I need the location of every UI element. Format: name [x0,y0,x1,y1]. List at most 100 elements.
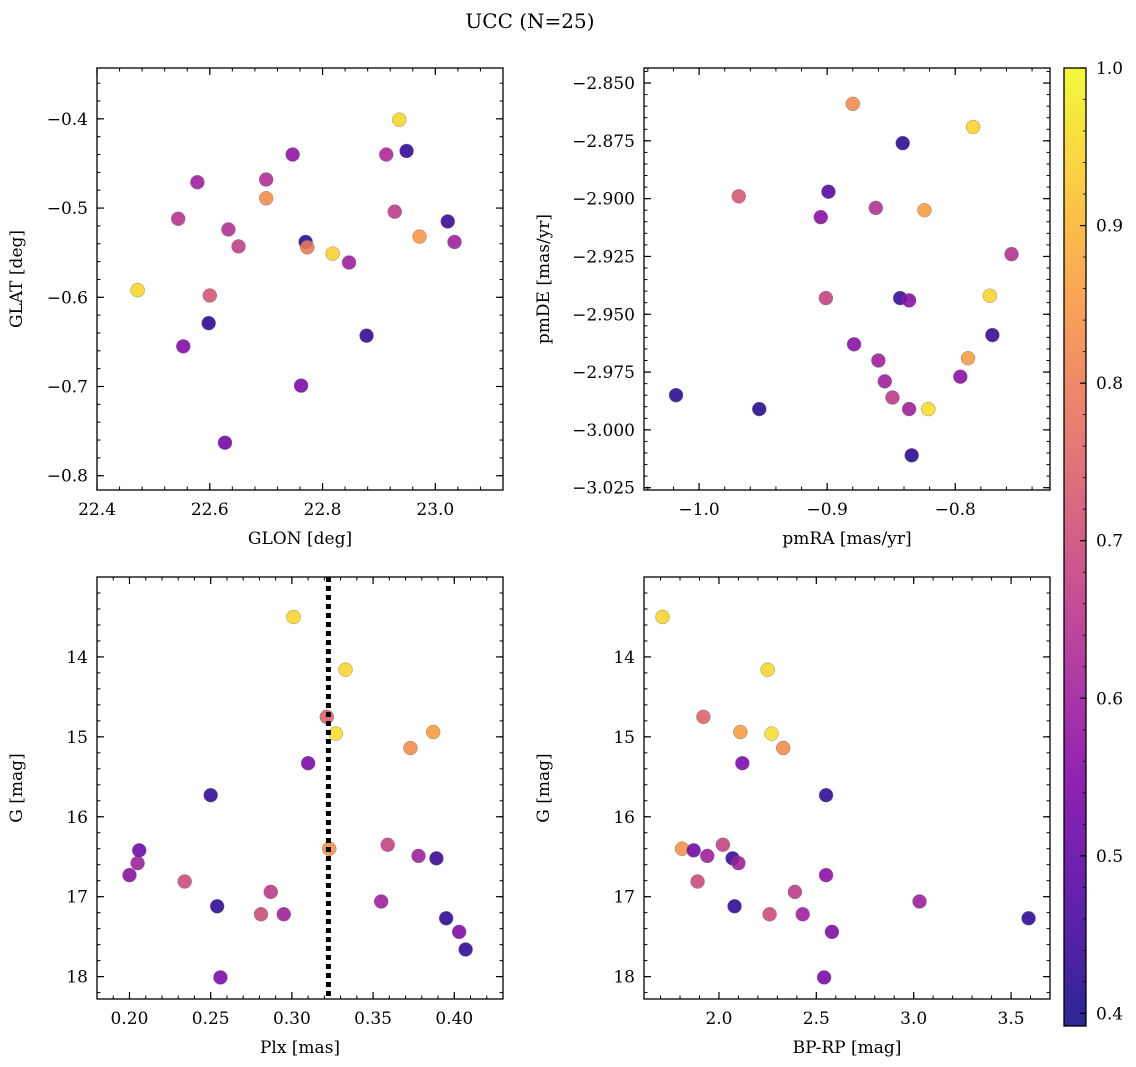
data-point [813,209,828,225]
x-tick-label: −0.8 [935,500,976,520]
data-point [359,328,374,343]
plot-frame [96,576,504,1000]
data-point [392,112,407,127]
x-tick-label: 0.30 [273,1009,311,1029]
data-point [960,350,976,366]
data-point [985,327,1000,343]
data-point [764,726,779,741]
colorbar-tick-label: 0.9 [1096,217,1123,237]
figure-title: UCC (N=25) [465,9,594,33]
data-point [438,911,454,926]
data-point [846,337,862,352]
data-point [818,867,834,883]
x-tick-label: 3.5 [998,1009,1025,1029]
data-point [286,609,301,625]
data-point [300,240,315,255]
data-point [122,867,137,883]
x-tick-label: −1.0 [678,500,719,520]
data-point [904,448,919,463]
data-point [700,848,715,864]
data-point [731,855,746,871]
data-point [733,724,748,740]
x-tick-label: 22.8 [304,500,342,520]
data-point [715,837,731,852]
data-point [429,851,444,866]
data-point [895,135,910,151]
data-point [425,724,441,740]
data-point [276,907,291,922]
data-point [921,401,936,417]
data-point [380,837,395,852]
x-tick-label: 22.6 [191,500,229,520]
data-point [412,229,427,244]
colorbar-tick-label: 0.6 [1096,689,1123,709]
data-point [760,662,775,677]
data-point [824,924,840,940]
data-point [868,200,884,216]
data-point [1004,246,1019,262]
data-point [752,401,767,417]
colorbar-tick-label: 0.5 [1096,847,1123,867]
data-point [130,282,145,298]
data-point [1021,911,1036,926]
data-point [917,203,932,218]
data-point [731,189,746,204]
plot-frame [643,576,1051,1000]
y-tick-label: −2.900 [572,190,635,210]
data-point [221,222,236,237]
y-tick-label: 18 [613,968,635,988]
data-point [901,293,917,308]
subplot-2: −1.0 −0.9 −0.8 −2.850 −2.875 −2.900 −2.925 −2.9… [534,67,1051,549]
scatter-points [122,609,473,985]
data-point [818,787,834,803]
data-point [776,740,791,756]
y-axis-label: pmDE [mas/yr] [534,214,554,344]
x-tick-label: 2.0 [705,1009,732,1029]
y-tick-label: 14 [66,648,88,668]
y-tick-label: −0.4 [47,110,88,130]
data-point [690,874,705,889]
subplot-1: 22.4 22.6 22.8 23.0 −0.4 −0.5 −0.6 −0.7 −0.8 GLON… [7,67,504,549]
y-tick-label: −3.000 [572,421,635,441]
colorbar-gradient [1063,67,1087,1027]
y-tick-label: 16 [613,808,635,828]
data-point [877,374,892,389]
colorbar-tick-label: 0.8 [1096,374,1123,394]
y-tick-label: 17 [613,888,635,908]
data-point [203,787,218,803]
data-point [901,401,917,417]
data-point [258,172,274,187]
y-tick-label: −0.7 [47,378,88,398]
y-tick-label: 18 [66,968,88,988]
colorbar: 0.4 0.5 0.6 0.7 0.8 0.9 1.0 [1063,59,1123,1027]
x-axis-label: pmRA [mas/yr] [782,529,911,549]
data-point [374,894,389,909]
data-point [300,756,316,771]
data-point [440,214,455,229]
data-point [201,315,216,331]
data-point [787,884,803,900]
data-point [965,119,981,135]
data-point [399,143,414,159]
data-point [231,239,246,254]
y-tick-label: −2.950 [572,305,635,325]
data-point [202,288,217,303]
subplot-3: 0.20 0.25 0.30 0.35 0.40 14 15 16 17 18 Plx [mas] G… [7,576,504,1058]
data-point [130,855,145,871]
x-axis-label: GLON [deg] [248,529,352,549]
data-point [411,848,426,864]
x-tick-label: 0.40 [435,1009,473,1029]
data-point [821,184,836,199]
data-point [190,174,205,190]
data-point [176,339,191,354]
plot-frame [96,67,504,491]
data-point [871,353,886,368]
data-point [912,894,927,909]
data-point [727,899,742,914]
data-point [885,390,900,405]
data-point [458,942,473,957]
data-point [696,709,711,725]
data-point [263,884,278,900]
y-tick-label: 16 [66,808,88,828]
